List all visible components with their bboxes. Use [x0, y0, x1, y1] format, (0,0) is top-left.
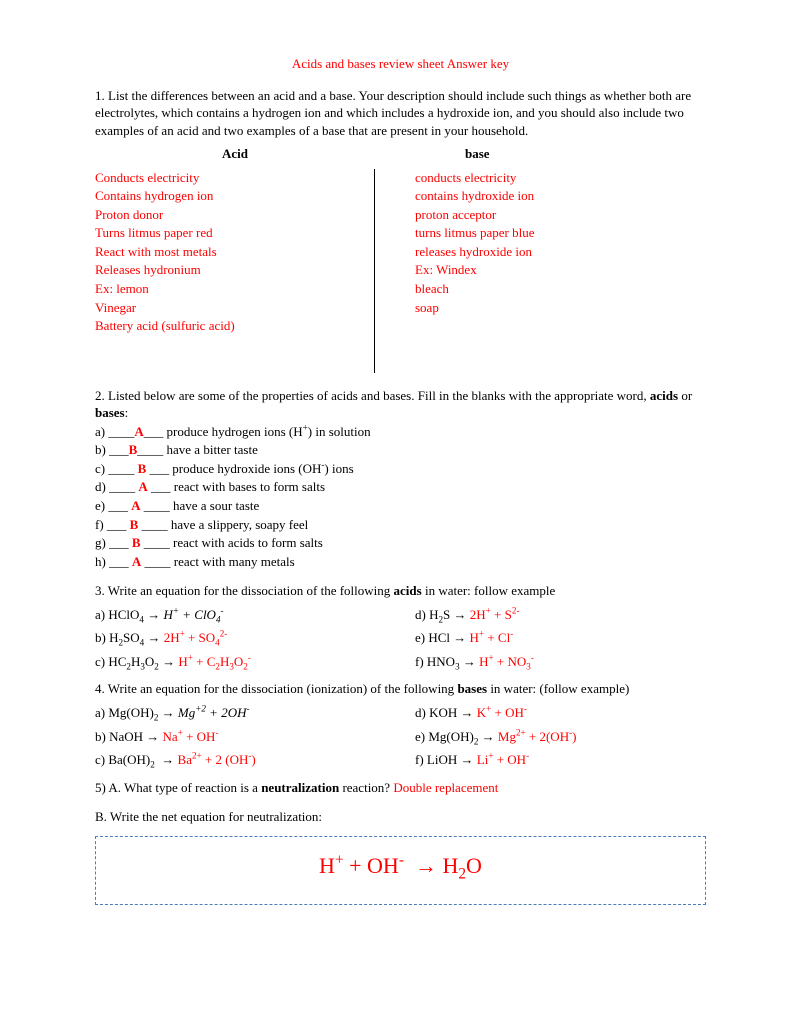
q2-item: f) ___ B ____ have a slippery, soapy fee… — [95, 516, 706, 534]
q4-intro: 4. Write an equation for the dissociatio… — [95, 680, 706, 698]
base-item: releases hydroxide ion — [415, 243, 706, 261]
acid-base-header: Acid base — [95, 145, 706, 163]
acid-item: React with most metals — [95, 243, 364, 261]
document-title: Acids and bases review sheet Answer key — [95, 55, 706, 73]
base-item: bleach — [415, 280, 706, 298]
eq-4a: a) Mg(OH)2 → Mg+2 + 2OH- — [95, 704, 415, 722]
eq-3e: e) HCl → H+ + Cl- — [415, 629, 706, 647]
acid-item: Vinegar — [95, 299, 364, 317]
q2-item: b) ___B____ have a bitter taste — [95, 441, 706, 459]
acid-item: Releases hydronium — [95, 261, 364, 279]
eq-4f: f) LiOH → Li+ + OH- — [415, 751, 706, 769]
eq-4c: c) Ba(OH)2 → Ba2+ + 2 (OH-) — [95, 751, 415, 769]
q3-intro: 3. Write an equation for the dissociatio… — [95, 582, 706, 600]
q2-item: h) ___ A ____ react with many metals — [95, 553, 706, 571]
eq-3f: f) HNO3 → H+ + NO3- — [415, 653, 706, 671]
acid-item: Proton donor — [95, 206, 364, 224]
q2-item: c) ____ B ___ produce hydroxide ions (OH… — [95, 460, 706, 478]
question-5a: 5) A. What type of reaction is a neutral… — [95, 779, 706, 797]
acid-item: Battery acid (sulfuric acid) — [95, 317, 364, 335]
question-3: 3. Write an equation for the dissociatio… — [95, 582, 706, 670]
eq-3d: d) H2S → 2H+ + S2- — [415, 606, 706, 624]
eq-4d: d) KOH → K+ + OH- — [415, 704, 706, 722]
q2-intro: 2. Listed below are some of the properti… — [95, 387, 706, 422]
acid-item: Turns litmus paper red — [95, 224, 364, 242]
q2-item: e) ___ A ____ have a sour taste — [95, 497, 706, 515]
base-item: proton acceptor — [415, 206, 706, 224]
base-item: turns litmus paper blue — [415, 224, 706, 242]
base-item: Ex: Windex — [415, 261, 706, 279]
acid-base-table: Conducts electricity Contains hydrogen i… — [95, 169, 706, 373]
acid-column: Conducts electricity Contains hydrogen i… — [95, 169, 375, 373]
acid-item: Contains hydrogen ion — [95, 187, 364, 205]
question-5b: B. Write the net equation for neutraliza… — [95, 808, 706, 826]
acid-item: Conducts electricity — [95, 169, 364, 187]
eq-3b: b) H2SO4 → 2H+ + SO42- — [95, 629, 415, 647]
eq-4b: b) NaOH → Na+ + OH- — [95, 728, 415, 746]
question-2: 2. Listed below are some of the properti… — [95, 387, 706, 570]
question-4: 4. Write an equation for the dissociatio… — [95, 680, 706, 768]
base-item: conducts electricity — [415, 169, 706, 187]
q2-item: a) ____A___ produce hydrogen ions (H+) i… — [95, 423, 706, 441]
q2-item: g) ___ B ____ react with acids to form s… — [95, 534, 706, 552]
q2-item: d) ____ A ___ react with bases to form s… — [95, 478, 706, 496]
acid-header: Acid — [95, 145, 375, 163]
eq-3a: a) HClO4 → H+ + ClO4- — [95, 606, 415, 624]
eq-3c: c) HC2H3O2 → H+ + C2H3O2- — [95, 653, 415, 671]
base-column: conducts electricity contains hydroxide … — [375, 169, 706, 373]
eq-4e: e) Mg(OH)2 → Mg2+ + 2(OH-) — [415, 728, 706, 746]
question-1: 1. List the differences between an acid … — [95, 87, 706, 140]
base-item: soap — [415, 299, 706, 317]
base-header: base — [375, 145, 706, 163]
net-equation-box: H+ + OH- → H2O — [95, 836, 706, 906]
base-item: contains hydroxide ion — [415, 187, 706, 205]
acid-item: Ex: lemon — [95, 280, 364, 298]
